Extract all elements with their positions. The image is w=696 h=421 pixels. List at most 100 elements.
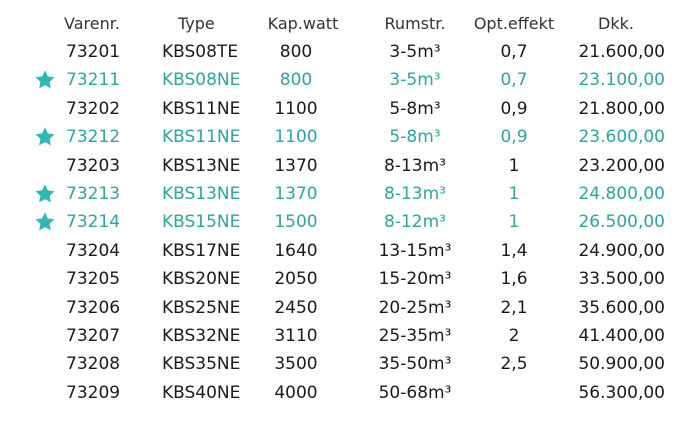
cell-varenr: 73212 xyxy=(66,127,121,148)
cell-type: KBS11NE xyxy=(162,98,241,119)
cell-type: KBS11NE xyxy=(162,127,241,148)
table-row: 73203 KBS13NE 1370 8-13m³ 1 23.200,00 xyxy=(0,152,696,180)
table-row: 73209 KBS40NE 4000 50-68m³ 56.300,00 xyxy=(0,379,696,407)
cell-type: KBS40NE xyxy=(162,382,241,403)
cell-rumstr: 3-5m³ xyxy=(389,70,441,91)
cell-opt-effekt: 2 xyxy=(508,326,520,346)
cell-type: KBS32NE xyxy=(162,326,241,346)
cell-type: KBS08TE xyxy=(162,42,239,62)
cell-rumstr: 8-12m³ xyxy=(384,212,446,233)
cell-rumstr: 15-20m³ xyxy=(378,269,452,290)
cell-opt-effekt: 1,4 xyxy=(500,240,528,261)
cell-kap-watt: 800 xyxy=(279,42,313,62)
cell-kap-watt: 3110 xyxy=(274,326,318,346)
header-rumstr: Rumstr. xyxy=(384,14,446,33)
cell-opt-effekt: 2,5 xyxy=(500,354,528,375)
star-icon xyxy=(34,126,56,148)
cell-rumstr: 25-35m³ xyxy=(378,326,452,346)
cell-type: KBS35NE xyxy=(162,354,241,375)
cell-kap-watt: 3500 xyxy=(274,354,318,375)
cell-rumstr: 13-15m³ xyxy=(378,240,452,261)
cell-rumstr: 50-68m³ xyxy=(378,382,452,403)
cell-kap-watt: 1100 xyxy=(274,98,318,119)
cell-dkk: 56.300,00 xyxy=(578,382,665,403)
cell-rumstr: 8-13m³ xyxy=(384,155,446,176)
table-header: Varenr. Type Kap.watt Rumstr. Opt.effekt… xyxy=(0,10,696,38)
header-dkk: Dkk. xyxy=(598,14,634,33)
cell-rumstr: 3-5m³ xyxy=(389,42,441,62)
cell-varenr: 73208 xyxy=(66,354,121,375)
cell-dkk: 41.400,00 xyxy=(578,326,665,346)
cell-kap-watt: 1370 xyxy=(274,184,318,204)
cell-kap-watt: 1500 xyxy=(274,212,318,233)
cell-kap-watt: 800 xyxy=(279,70,313,91)
cell-varenr: 73201 xyxy=(66,42,121,62)
table-row: 73202 KBS11NE 1100 5-8m³ 0,9 21.800,00 xyxy=(0,95,696,123)
table-row: 73212 KBS11NE 1100 5-8m³ 0,9 23.600,00 xyxy=(0,123,696,151)
cell-kap-watt: 1640 xyxy=(274,240,318,261)
cell-type: KBS25NE xyxy=(162,297,241,318)
star-icon xyxy=(34,211,56,233)
cell-dkk: 23.600,00 xyxy=(578,127,665,148)
header-opt-effekt: Opt.effekt xyxy=(473,14,555,33)
cell-rumstr: 5-8m³ xyxy=(389,98,441,119)
cell-type: KBS08NE xyxy=(162,70,241,91)
cell-kap-watt: 2450 xyxy=(274,297,318,318)
cell-dkk: 21.600,00 xyxy=(578,42,665,62)
header-type: Type xyxy=(178,14,215,33)
cell-dkk: 24.800,00 xyxy=(578,184,665,204)
cell-varenr: 73211 xyxy=(66,70,121,91)
cell-dkk: 50.900,00 xyxy=(578,354,665,375)
star-icon xyxy=(34,69,56,91)
cell-opt-effekt: 0,9 xyxy=(500,127,528,148)
header-kap-watt: Kap.watt xyxy=(267,14,339,33)
header-varenr: Varenr. xyxy=(64,14,120,33)
cell-dkk: 35.600,00 xyxy=(578,297,665,318)
table-row: 73213 KBS13NE 1370 8-13m³ 1 24.800,00 xyxy=(0,180,696,208)
cell-type: KBS17NE xyxy=(162,240,241,261)
cell-type: KBS13NE xyxy=(162,184,241,204)
table-row: 73201 KBS08TE 800 3-5m³ 0,7 21.600,00 xyxy=(0,38,696,66)
cell-type: KBS20NE xyxy=(162,269,241,290)
cell-kap-watt: 1370 xyxy=(274,155,318,176)
cell-opt-effekt: 1 xyxy=(508,184,520,204)
cell-kap-watt: 4000 xyxy=(274,382,318,403)
cell-rumstr: 5-8m³ xyxy=(389,127,441,148)
cell-varenr: 73206 xyxy=(66,297,121,318)
cell-varenr: 73204 xyxy=(66,240,121,261)
cell-kap-watt: 2050 xyxy=(274,269,318,290)
cell-rumstr: 8-13m³ xyxy=(384,184,446,204)
cell-opt-effekt: 0,9 xyxy=(500,98,528,119)
cell-kap-watt: 1100 xyxy=(274,127,318,148)
table-row: 73211 KBS08NE 800 3-5m³ 0,7 23.100,00 xyxy=(0,66,696,94)
table-row: 73214 KBS15NE 1500 8-12m³ 1 26.500,00 xyxy=(0,208,696,236)
table-row: 73206 KBS25NE 2450 20-25m³ 2,1 35.600,00 xyxy=(0,294,696,322)
cell-dkk: 26.500,00 xyxy=(578,212,665,233)
cell-dkk: 21.800,00 xyxy=(578,98,665,119)
cell-dkk: 24.900,00 xyxy=(578,240,665,261)
cell-type: KBS13NE xyxy=(162,155,241,176)
cell-opt-effekt: 0,7 xyxy=(500,42,528,62)
table-row: 73207 KBS32NE 3110 25-35m³ 2 41.400,00 xyxy=(0,322,696,350)
cell-dkk: 23.200,00 xyxy=(578,155,665,176)
cell-opt-effekt: 1 xyxy=(508,155,520,176)
cell-varenr: 73213 xyxy=(66,184,121,204)
cell-opt-effekt: 0,7 xyxy=(500,70,528,91)
table-row: 73208 KBS35NE 3500 35-50m³ 2,5 50.900,00 xyxy=(0,350,696,378)
cell-varenr: 73214 xyxy=(66,212,121,233)
cell-rumstr: 20-25m³ xyxy=(378,297,452,318)
table-row: 73204 KBS17NE 1640 13-15m³ 1,4 24.900,00 xyxy=(0,237,696,265)
cell-opt-effekt: 1 xyxy=(508,212,520,233)
cell-rumstr: 35-50m³ xyxy=(378,354,452,375)
cell-dkk: 33.500,00 xyxy=(578,269,665,290)
cell-opt-effekt: 2,1 xyxy=(500,297,528,318)
star-icon xyxy=(34,183,56,205)
cell-varenr: 73203 xyxy=(66,155,121,176)
table-row: 73205 KBS20NE 2050 15-20m³ 1,6 33.500,00 xyxy=(0,265,696,293)
cell-varenr: 73205 xyxy=(66,269,121,290)
cell-varenr: 73207 xyxy=(66,326,121,346)
cell-dkk: 23.100,00 xyxy=(578,70,665,91)
cell-varenr: 73209 xyxy=(66,382,121,403)
cell-opt-effekt: 1,6 xyxy=(500,269,528,290)
